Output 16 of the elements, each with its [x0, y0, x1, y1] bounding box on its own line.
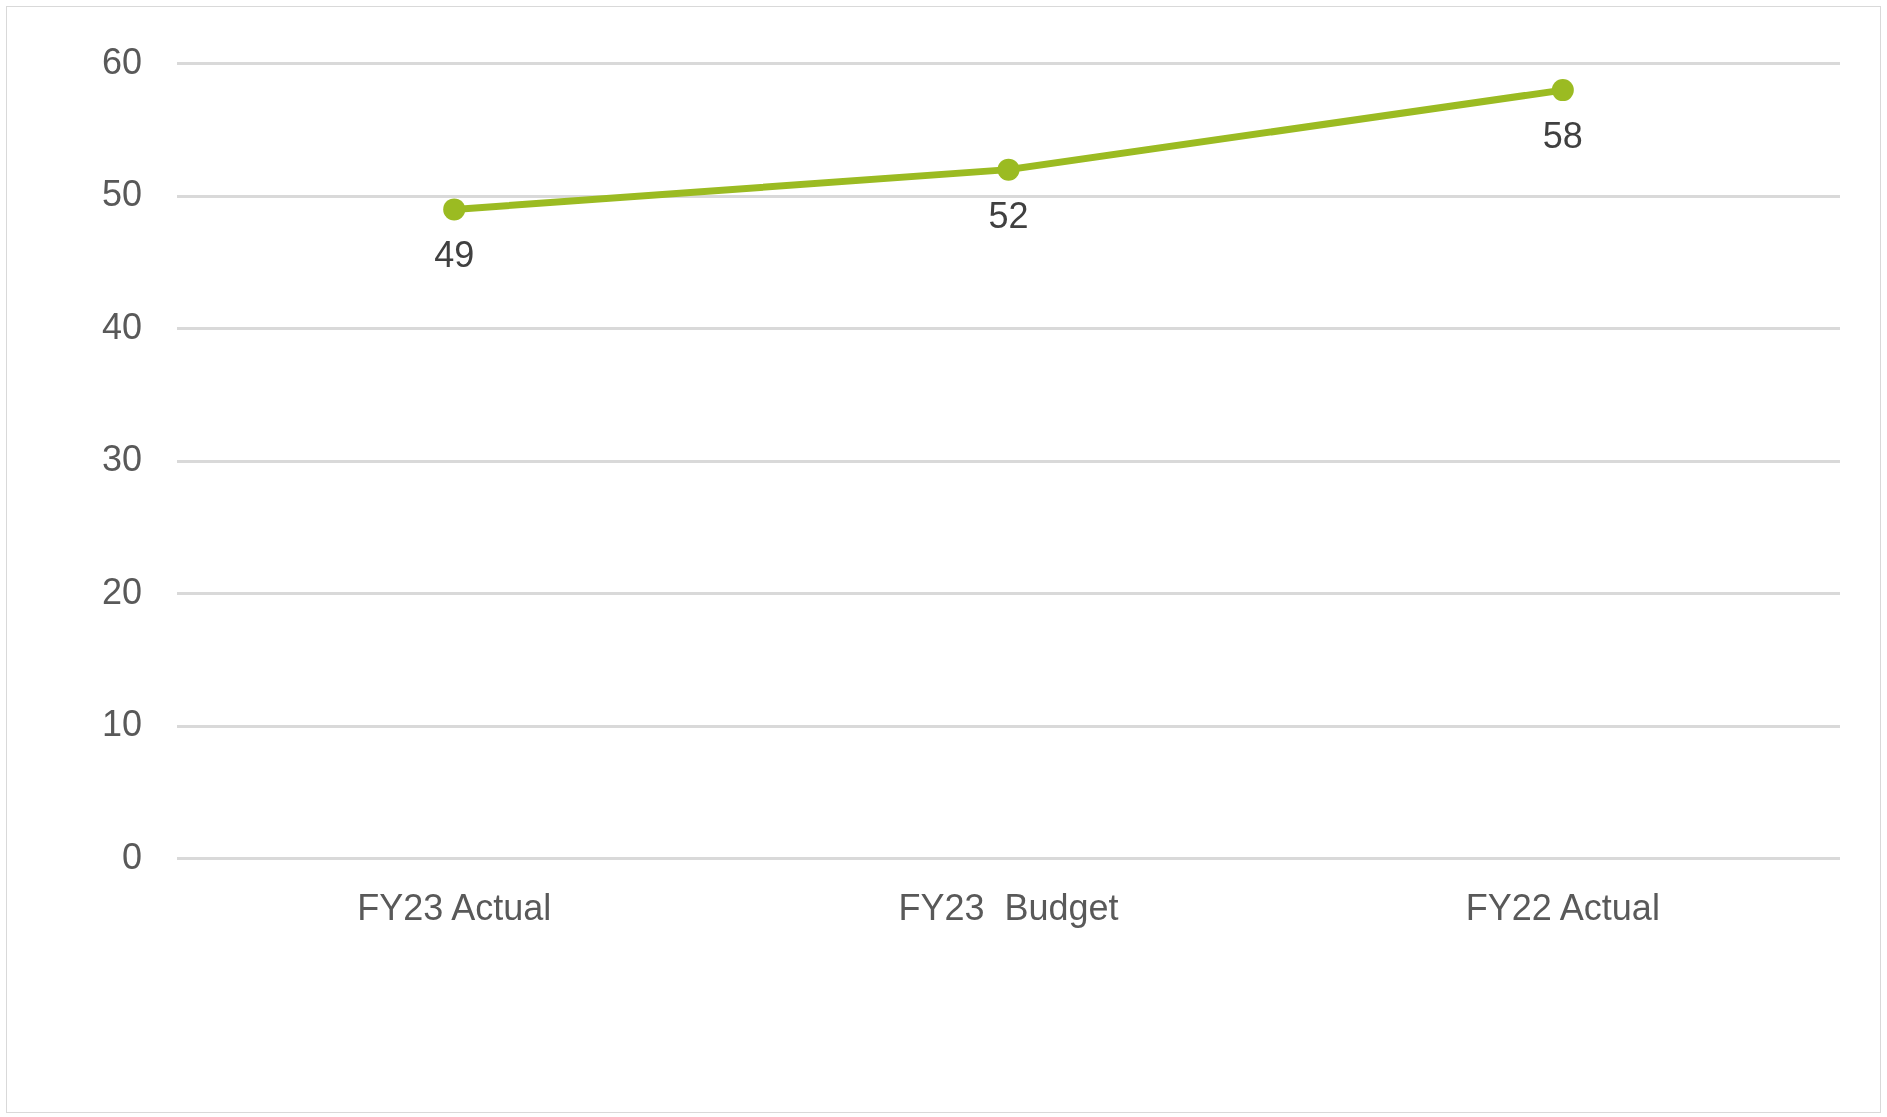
x-tick-label: FY22 Actual: [1465, 887, 1660, 929]
y-tick-label: 40: [102, 305, 143, 347]
y-tick-label: 20: [102, 570, 143, 612]
point: [1551, 79, 1574, 102]
y-tick-label: 30: [102, 438, 143, 480]
x-tick-label: FY23 Actual: [357, 887, 552, 929]
point: [997, 158, 1020, 181]
point: [443, 198, 466, 221]
data-label: 49: [434, 234, 475, 276]
data-label: 52: [988, 194, 1029, 236]
y-tick-label: 0: [122, 835, 143, 877]
data-label: 58: [1542, 115, 1583, 157]
y-tick-label: 10: [102, 703, 143, 745]
x-tick-label: FY23 Budget: [898, 887, 1119, 929]
y-tick-label: 60: [102, 40, 143, 82]
y-tick-label: 50: [102, 173, 143, 215]
